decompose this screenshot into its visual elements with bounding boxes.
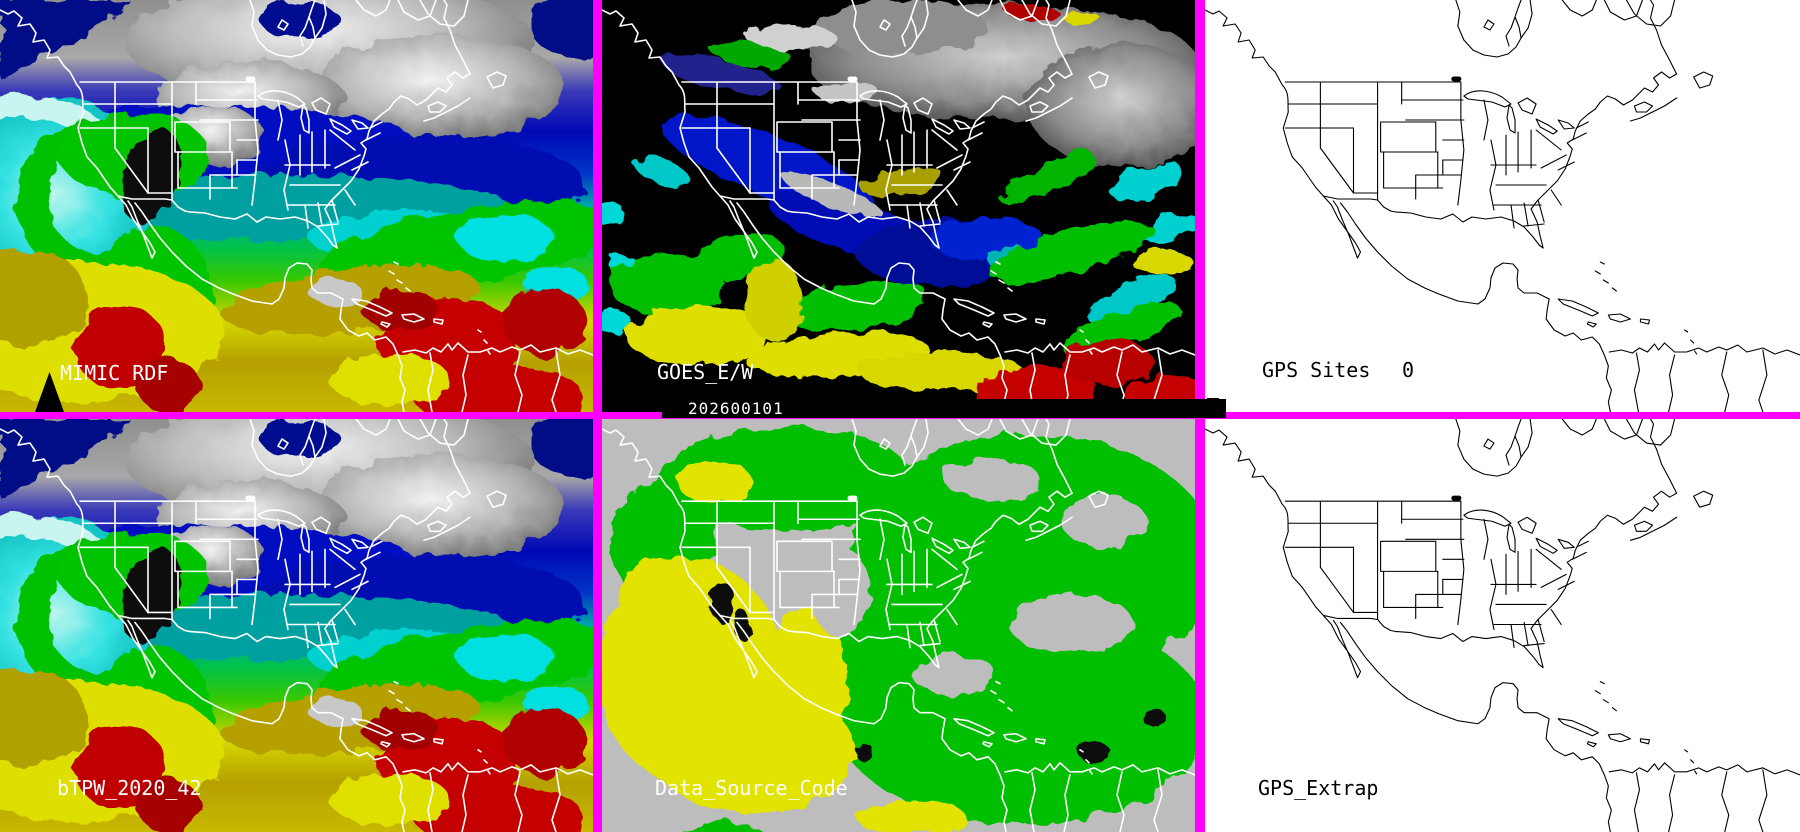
goes-ew-image (602, 0, 1195, 412)
data-source-code-image (602, 419, 1195, 832)
panel-gps-sites (1205, 0, 1800, 412)
label-mimic-rdf: MIMIC RDF (60, 361, 169, 385)
label-btpw: bTPW_2020_42 (57, 776, 202, 800)
label-data-source-code: Data_Source_Code (655, 776, 848, 800)
btpw-image (0, 419, 593, 832)
gps-extrap-map (1205, 419, 1800, 832)
panel-gps-extrap (1205, 419, 1800, 832)
timestamp-bar: 202600101 (662, 399, 1226, 418)
gps-sites-count: 0 (1402, 358, 1415, 382)
timestamp-text: 202600101 (688, 398, 784, 418)
label-gps-extrap: GPS_Extrap (1258, 776, 1379, 800)
panel-btpw (0, 419, 593, 832)
label-goes-ew: GOES_E/W (657, 360, 754, 384)
gps-sites-map (1205, 0, 1800, 412)
panel-goes-ew (602, 0, 1195, 412)
label-gps-sites: GPS Sites (1262, 358, 1371, 382)
triangle-marker-icon (35, 372, 64, 412)
panel-mimic-rdf (0, 0, 593, 412)
panel-data-source-code (602, 419, 1195, 832)
mimic-rdf-image (0, 0, 593, 412)
